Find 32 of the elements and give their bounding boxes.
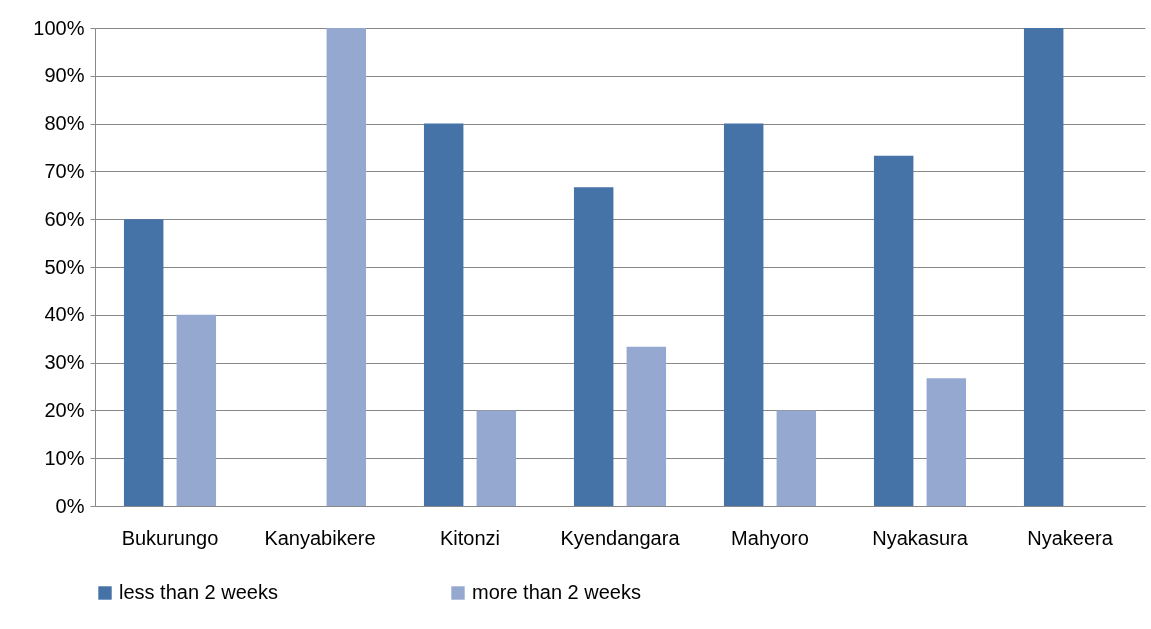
bar <box>926 378 967 506</box>
bar <box>873 155 914 506</box>
y-tick-label: 60% <box>44 207 85 230</box>
y-tick-label: 0% <box>55 494 85 517</box>
x-tick-label: Mahyoro <box>731 526 809 549</box>
x-tick-label: Bukurungo <box>121 526 219 549</box>
y-tick-label: 20% <box>44 398 85 421</box>
y-tick-label: 80% <box>44 112 85 135</box>
bar <box>423 123 464 506</box>
bar <box>626 346 667 506</box>
legend-label: less than 2 weeks <box>119 581 278 603</box>
x-tick-label: Kanyabikere <box>264 526 376 549</box>
y-tick-label: 90% <box>44 64 85 87</box>
x-tick-label: Kyendangara <box>560 526 681 549</box>
x-tick-label: Nyakasura <box>872 526 969 549</box>
x-tick-label: Kitonzi <box>439 526 501 549</box>
y-tick-label: 30% <box>44 351 85 374</box>
bar <box>123 219 164 506</box>
bar <box>476 410 517 506</box>
y-tick-label: 50% <box>44 255 85 278</box>
bar <box>1023 28 1064 506</box>
bar <box>573 187 614 506</box>
y-tick-label: 40% <box>44 303 85 326</box>
bar <box>326 28 367 506</box>
legend-label: more than 2 weeks <box>472 581 641 603</box>
y-tick-label: 100% <box>33 16 85 39</box>
x-tick-label: Nyakeera <box>1027 526 1114 549</box>
y-tick-label: 70% <box>44 159 85 182</box>
y-tick-label: 10% <box>44 446 85 469</box>
bar <box>176 314 217 506</box>
bar <box>776 410 817 506</box>
bar <box>723 123 764 506</box>
